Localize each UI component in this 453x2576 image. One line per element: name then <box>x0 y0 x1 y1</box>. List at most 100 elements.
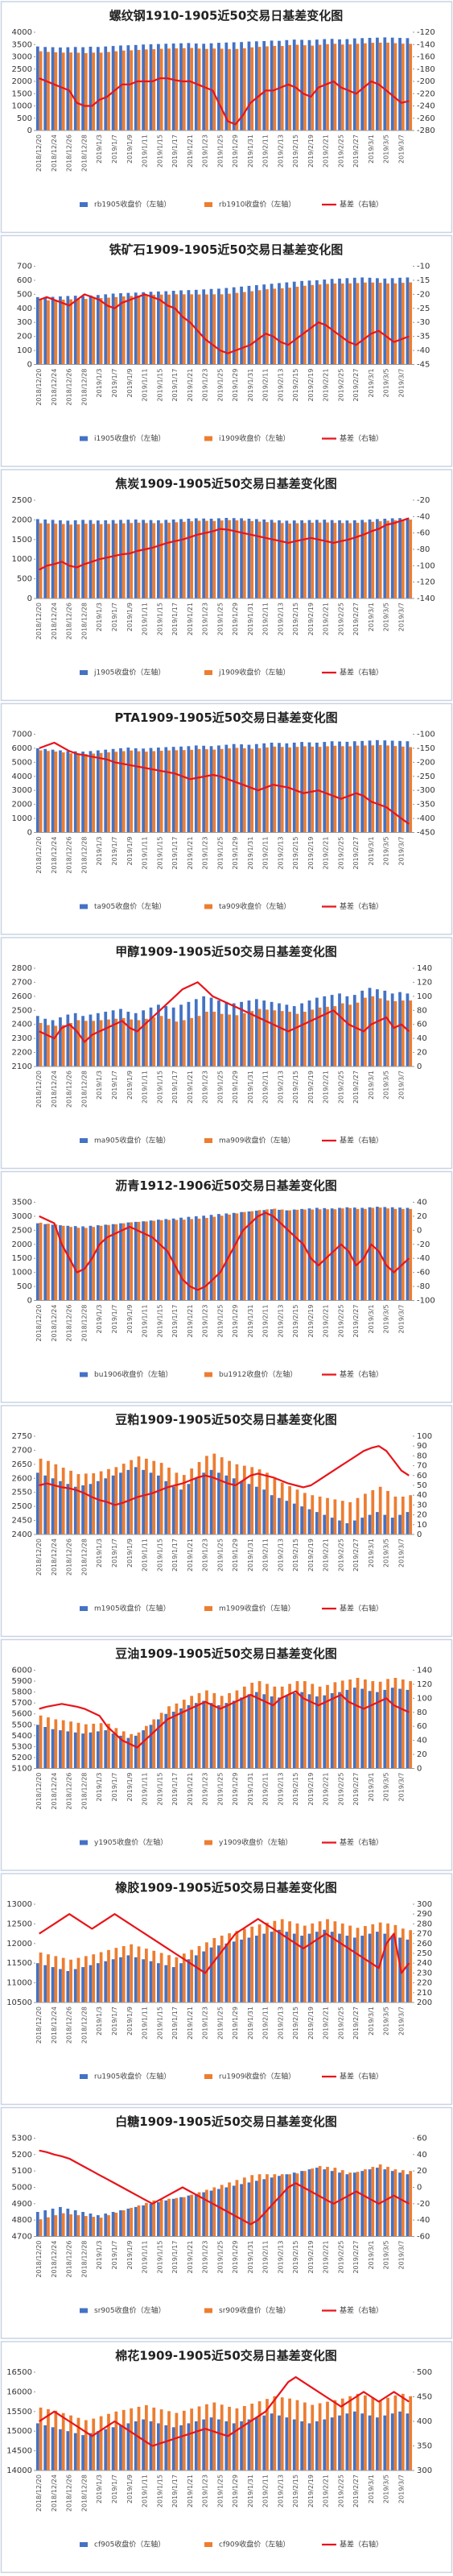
x-tick-label: 2019/3/7 <box>397 2475 405 2504</box>
bar <box>401 1928 405 2002</box>
bar <box>406 1939 410 2002</box>
bar <box>179 519 183 598</box>
bar <box>197 48 201 130</box>
x-tick-label: 2019/2/19 <box>307 369 315 402</box>
bar <box>81 2435 84 2470</box>
bar <box>35 296 39 365</box>
bar <box>247 1000 251 1066</box>
bar <box>303 523 307 598</box>
bar <box>262 2179 266 2237</box>
bar <box>43 1965 47 2002</box>
bar <box>130 1019 134 1066</box>
y-tick-label: 300 <box>17 318 32 327</box>
bar <box>315 1696 319 1769</box>
bar <box>345 996 349 1066</box>
chart-panel: 焦炭1909-1905近50交易日基差变化图050010001500200025… <box>0 469 453 702</box>
x-tick-label: 2019/2/19 <box>307 1305 315 1338</box>
bar <box>393 1496 397 1534</box>
bar <box>92 1954 96 2002</box>
x-tick-label: 2019/1/3 <box>96 1773 103 1802</box>
bar <box>247 518 251 598</box>
y2-tick-label: -150 <box>417 744 435 753</box>
basis-line <box>39 1690 410 1749</box>
bar <box>356 283 360 365</box>
bar <box>401 1496 405 1534</box>
bar <box>149 1961 153 2002</box>
bar <box>250 291 254 365</box>
bar <box>54 1719 58 1769</box>
legend-label: rb1910收盘价（左轴） <box>219 200 295 209</box>
bar <box>167 1220 171 1301</box>
bar <box>54 52 58 130</box>
bar <box>307 1694 311 1769</box>
bar <box>345 520 349 598</box>
bar <box>212 1453 216 1534</box>
bar <box>254 41 258 130</box>
chart-panel: 棉花1909-1905近50交易日基差变化图140001450015000155… <box>0 2341 453 2574</box>
bar <box>107 2413 110 2470</box>
bar <box>340 1680 344 1769</box>
x-tick-label: 2019/1/25 <box>216 2241 224 2274</box>
bar <box>338 39 341 130</box>
bar <box>171 1486 175 1534</box>
x-tick-label: 2018/12/28 <box>80 837 88 874</box>
bar <box>39 1953 43 2002</box>
bar <box>167 1706 171 1769</box>
x-tick-label: 2018/12/28 <box>80 1071 88 1108</box>
bar <box>278 520 281 598</box>
bar <box>43 297 47 365</box>
bar <box>295 1209 299 1301</box>
bar <box>247 1937 251 2002</box>
bar <box>205 2404 208 2470</box>
bar <box>194 43 198 130</box>
x-tick-label: 2019/1/3 <box>96 135 103 164</box>
y-tick-label: 2750 <box>12 1432 32 1441</box>
x-tick-label: 2019/2/25 <box>337 2475 344 2508</box>
x-tick-label: 2019/2/11 <box>262 1539 270 1572</box>
x-tick-label: 2019/1/31 <box>247 369 254 402</box>
bar <box>280 1919 284 2002</box>
bar <box>270 1495 274 1534</box>
y-tick-label: 1000 <box>12 102 32 111</box>
bar <box>360 1688 364 1769</box>
bar <box>114 752 118 833</box>
bar <box>307 39 311 131</box>
legend-label: y1909收盘价（左轴） <box>219 1837 292 1847</box>
bar <box>368 277 372 365</box>
bar <box>152 1719 156 1769</box>
bar <box>89 520 93 598</box>
bar <box>111 1010 115 1066</box>
x-tick-label: 2019/1/21 <box>187 837 194 870</box>
bar <box>164 2200 168 2237</box>
bar <box>217 43 220 130</box>
bar <box>217 2419 220 2470</box>
bar <box>212 48 216 130</box>
y2-tick-label: -30 <box>417 318 430 327</box>
bar <box>164 1713 168 1769</box>
bar <box>107 752 110 833</box>
bar <box>126 45 130 130</box>
bar <box>47 2217 50 2237</box>
bar <box>157 2423 160 2470</box>
bar <box>99 2416 103 2470</box>
bar <box>104 520 108 598</box>
bar <box>104 2429 108 2470</box>
bar <box>323 742 327 833</box>
bar <box>386 2167 389 2237</box>
basis-line <box>39 2149 410 2226</box>
y2-tick-label: -260 <box>417 114 435 123</box>
bar <box>217 745 220 833</box>
y2-tick-label: -220 <box>417 89 435 98</box>
x-tick-label: 2018/12/26 <box>66 837 73 874</box>
bar <box>157 1719 160 1769</box>
bar <box>266 1922 269 2002</box>
bar <box>356 2393 360 2470</box>
bar <box>409 1681 413 1769</box>
y2-tick-label: 60 <box>417 1722 427 1731</box>
bar <box>152 2407 156 2470</box>
bar <box>61 52 65 130</box>
bar <box>104 294 108 365</box>
x-tick-label: 2019/1/7 <box>111 1773 118 1802</box>
bar <box>51 749 55 833</box>
